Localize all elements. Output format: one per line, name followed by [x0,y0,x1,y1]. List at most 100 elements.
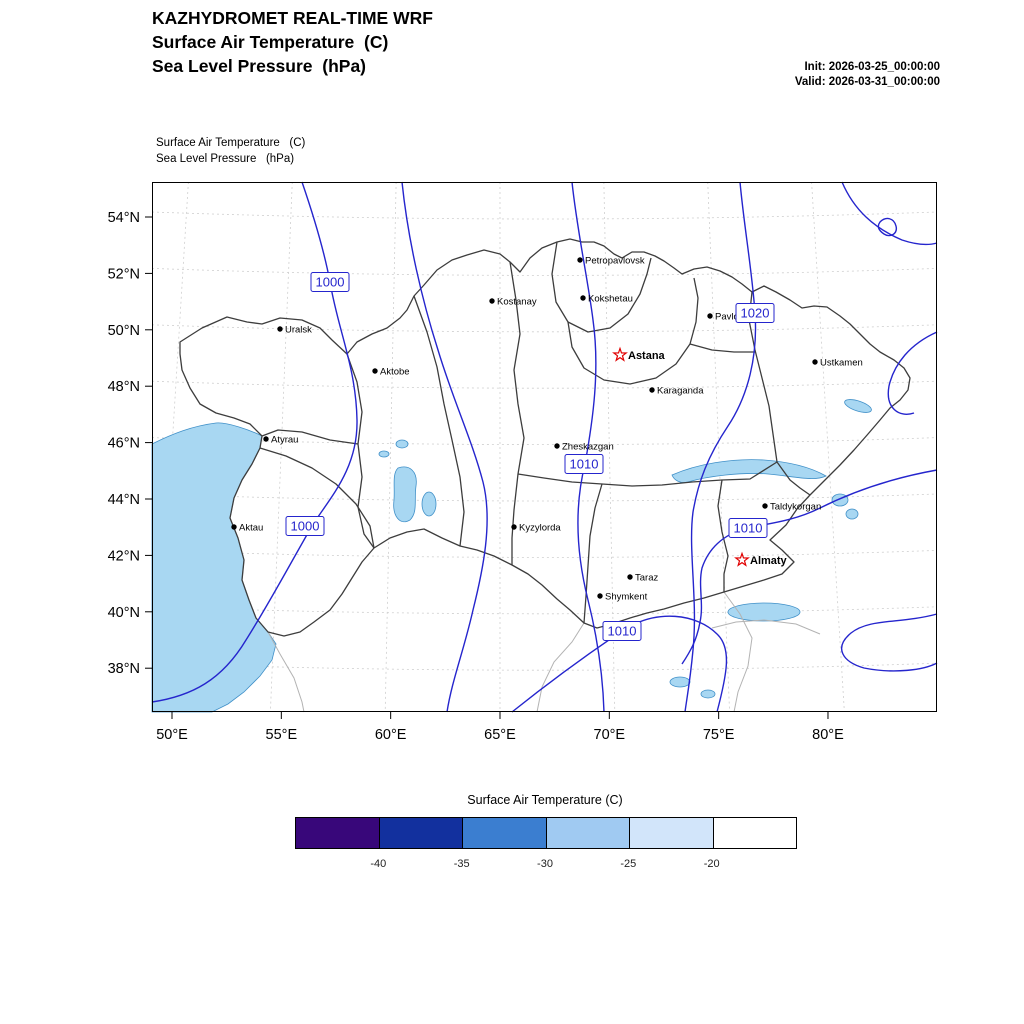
lon-tick-label: 65°E [484,727,516,743]
capital-star-icon [734,551,750,567]
oblast-border [689,343,756,353]
field-labels: Surface Air Temperature (C) Sea Level Pr… [156,135,305,167]
oblast-border [583,483,603,624]
isobar [887,331,938,415]
oblast-border [259,447,375,549]
city-atyrau: Atyrau [263,435,298,446]
city-taldykorgan: Taldykorgan [762,502,821,513]
city-dot-icon [627,574,633,580]
isobar [511,615,728,713]
city-label: Aktobe [380,367,410,378]
subtitle-temperature: Surface Air Temperature (C) [152,32,389,52]
city-kostanay: Kostanay [489,297,537,308]
kazakhstan-outline [179,238,911,637]
isobar-label-box [602,621,642,641]
isobar-value-label: 1000 [285,516,325,536]
isobar-value-label: 1010 [602,621,642,641]
lat-tick-label: 54°N [108,210,140,226]
turkmen-border [267,631,305,713]
city-aktau: Aktau [231,523,263,534]
city-uralsk: Uralsk [277,325,312,336]
lat-tick-label: 46°N [108,436,140,452]
uzbek-border [536,622,585,713]
lat-tick-label: 38°N [108,661,140,677]
city-pavlodar: Pavlodar [707,312,753,323]
isobar-label-box [728,518,768,538]
city-karaganda: Karaganda [649,386,704,397]
figure-header: KAZHYDROMET REAL-TIME WRF Surface Air Te… [152,6,433,78]
city-dot-icon [812,359,818,365]
city-dot-icon [577,257,583,263]
axis-ticks: 54°N 52°N 50°N 48°N 46°N 44°N 42°N 40°N 38°N 50°E… [108,210,845,743]
lake-sasykkol [845,508,859,520]
lon-tick-label: 50°E [156,727,188,743]
isobar-label-box [310,272,350,292]
city-zheskazgan: Zheskazgan [554,442,614,453]
kyrgyz-border [723,591,753,713]
colorbar-segment [713,818,796,848]
city-kyzylorda: Kyzylorda [511,523,561,534]
lon-tick-label: 60°E [375,727,407,743]
colorbar-segment [546,818,630,848]
oblast-border [413,295,465,547]
isobar-label-text: 1010 [734,521,763,536]
city-dot-icon [511,524,517,530]
isobar [684,181,757,713]
city-label: Aktau [239,523,263,534]
city-label: Kokshetau [588,294,633,305]
lat-tick-label: 50°N [108,323,140,339]
city-almaty: Almaty [734,551,788,567]
lat-tick-label: 52°N [108,266,140,282]
colorbar-tick-label: -25 [620,858,637,870]
city-markers: Petropavlovsk Kostanay Kokshetau Pavlodar Ur… [231,256,863,603]
isobar [877,217,898,237]
outside-country-borders [267,591,821,713]
city-label: Kostanay [497,297,537,308]
city-taraz: Taraz [627,573,658,584]
oblast-border [517,461,778,487]
colorbar-tick-label: -20 [703,858,720,870]
city-label: Taraz [635,573,658,584]
water-bodies [151,399,872,713]
small-lake [378,450,390,458]
colorbar-title: Surface Air Temperature (C) [467,793,623,807]
city-dot-icon [263,436,269,442]
colorbar-tick-label: -30 [537,858,553,870]
isobar-label-box [735,303,775,323]
aral-sea [393,466,417,523]
graticule-meridian [707,181,730,713]
city-label: Zheskazgan [562,442,614,453]
oblast-border [567,277,699,385]
field-label-pressure: Sea Level Pressure (hPa) [156,153,295,165]
run-times: Init: 2026-03-25_00:00:00 Valid: 2026-03… [698,60,940,90]
isobar [841,181,938,246]
city-dot-icon [372,368,378,374]
oblast-border [346,353,375,549]
city-label: Atyrau [271,435,298,446]
city-label: Taldykorgan [770,502,821,513]
small-lake [700,689,716,699]
map-background [152,182,937,712]
oblast-border [509,261,525,565]
city-astana: Astana [612,346,666,362]
city-dot-icon [597,593,603,599]
field-label-temperature: Surface Air Temperature (C) [156,137,306,149]
small-lake [395,439,409,449]
city-label: Ustkamen [820,358,863,369]
colorbar [295,817,797,849]
isobar [401,181,488,713]
isobar-label-box [285,516,325,536]
lake-zaysan [844,399,872,413]
graticule-meridian [269,181,293,713]
lon-tick-label: 70°E [594,727,626,743]
lake-issyk-kul [727,602,801,622]
colorbar-segment [379,818,463,848]
colorbar-ticks: -40 -35 -30 -25 -20 [295,858,795,874]
graticule-meridian [384,181,397,713]
city-dot-icon [707,313,713,319]
oblast-border [748,291,811,496]
region-borders [179,238,911,637]
colorbar-segment [630,818,714,848]
isobar-label-text: 1000 [316,275,345,290]
lat-tick-label: 44°N [108,492,140,508]
